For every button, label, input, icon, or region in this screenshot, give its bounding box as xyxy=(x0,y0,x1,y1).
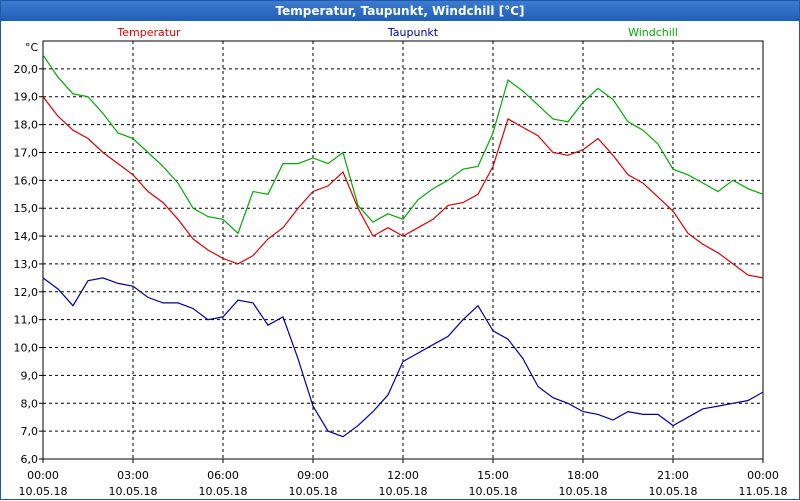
x-tick-time: 00:00 xyxy=(747,469,779,482)
x-axis: 00:00 10.05.18 03:00 10.05.18 06:00 10.05.18 0… xyxy=(19,459,788,498)
x-tick-time: 18:00 xyxy=(567,469,599,482)
y-axis-unit: °C xyxy=(25,41,39,54)
x-tick-time: 00:00 xyxy=(27,469,59,482)
x-tick-time: 15:00 xyxy=(477,469,509,482)
y-tick-label: 15,0 xyxy=(14,202,39,215)
legend-label-windchill: Windchill xyxy=(628,26,678,39)
y-tick-label: 11,0 xyxy=(14,314,39,327)
grid xyxy=(43,41,763,459)
series-line-taupunkt xyxy=(42,277,764,438)
y-axis: 6,0 7,0 8,0 9,0 10,0 11,0 12,0 13,0 14,0 15,0 16,0… xyxy=(14,63,43,466)
series-line-windchill xyxy=(42,54,764,235)
y-tick-label: 19,0 xyxy=(14,91,39,104)
y-tick-label: 9,0 xyxy=(21,369,39,382)
y-tick-label: 13,0 xyxy=(14,258,39,271)
legend-label-temperatur: Temperatur xyxy=(116,26,181,39)
x-tick-date: 10.05.18 xyxy=(649,485,698,498)
window-title: Temperatur, Taupunkt, Windchill [°C] xyxy=(1,1,799,21)
x-tick-date: 11.05.18 xyxy=(739,485,788,498)
x-tick-date: 10.05.18 xyxy=(559,485,608,498)
y-tick-label: 18,0 xyxy=(14,119,39,132)
y-tick-label: 16,0 xyxy=(14,174,39,187)
x-tick-time: 09:00 xyxy=(297,469,329,482)
series-group xyxy=(42,54,764,438)
legend-label-taupunkt: Taupunkt xyxy=(387,26,439,39)
x-tick-date: 10.05.18 xyxy=(379,485,428,498)
x-tick-time: 03:00 xyxy=(117,469,149,482)
x-tick-time: 12:00 xyxy=(387,469,419,482)
legend: Temperatur Taupunkt Windchill xyxy=(116,26,678,39)
y-tick-label: 20,0 xyxy=(14,63,39,76)
y-tick-label: 8,0 xyxy=(21,397,39,410)
x-tick-date: 10.05.18 xyxy=(289,485,338,498)
y-tick-label: 12,0 xyxy=(14,286,39,299)
y-tick-label: 6,0 xyxy=(21,453,39,466)
x-tick-date: 10.05.18 xyxy=(469,485,518,498)
y-tick-label: 14,0 xyxy=(14,230,39,243)
y-tick-label: 7,0 xyxy=(21,425,39,438)
x-tick-time: 21:00 xyxy=(657,469,689,482)
y-tick-label: 10,0 xyxy=(14,342,39,355)
x-tick-date: 10.05.18 xyxy=(109,485,158,498)
x-tick-time: 06:00 xyxy=(207,469,239,482)
x-tick-date: 10.05.18 xyxy=(199,485,248,498)
x-tick-date: 10.05.18 xyxy=(19,485,68,498)
y-tick-label: 17,0 xyxy=(14,146,39,159)
series-line-temperatur xyxy=(42,96,764,279)
